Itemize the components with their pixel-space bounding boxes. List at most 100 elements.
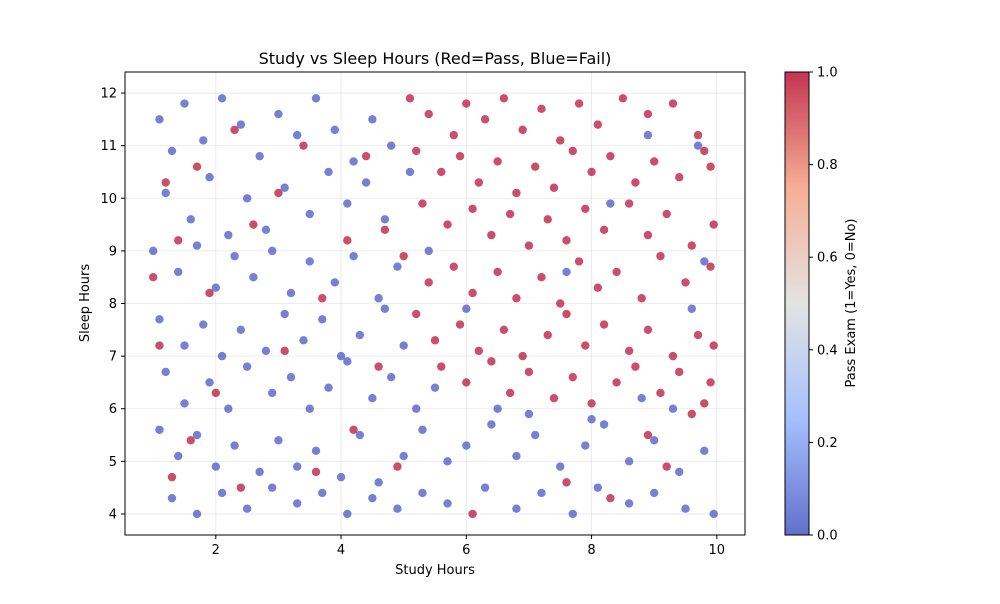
pass-point — [568, 372, 577, 382]
pass-point — [167, 472, 177, 482]
fail-point — [230, 441, 239, 450]
fail-point — [305, 257, 314, 266]
fail-point — [593, 483, 603, 492]
fail-point — [217, 351, 227, 361]
fail-point — [412, 404, 421, 413]
colorbar-label: Pass Exam (1=Yes, 0=No) — [844, 219, 859, 388]
fail-point — [512, 504, 521, 513]
fail-point — [606, 199, 615, 208]
pass-point — [518, 351, 527, 361]
fail-point — [211, 283, 221, 292]
y-axis-ticks: 4 5 6 7 8 9 10 11 12 — [100, 87, 125, 522]
fail-point — [261, 225, 271, 235]
pass-point — [681, 278, 690, 287]
fail-point — [280, 183, 289, 192]
fail-point — [224, 404, 233, 413]
fail-point — [293, 462, 302, 471]
pass-point — [624, 346, 634, 356]
pass-point — [468, 204, 477, 213]
fail-point — [324, 167, 333, 177]
fail-point — [399, 451, 408, 461]
pass-point — [581, 341, 590, 350]
pass-point — [493, 267, 502, 277]
fail-point — [205, 378, 214, 387]
pass-point — [186, 436, 195, 445]
fail-point — [274, 436, 283, 445]
fail-point — [405, 167, 415, 177]
fail-point — [343, 357, 352, 366]
fail-point — [480, 483, 490, 492]
pass-point — [687, 409, 696, 419]
fail-point — [267, 483, 277, 492]
fail-point — [643, 130, 653, 140]
pass-point — [562, 478, 571, 487]
pass-point — [543, 330, 552, 340]
pass-point — [687, 241, 696, 250]
pass-point — [148, 272, 158, 282]
pass-point — [693, 130, 703, 140]
fail-point — [255, 467, 264, 477]
fail-point — [386, 141, 396, 150]
pass-point — [643, 430, 653, 440]
fail-point — [318, 315, 327, 324]
fail-point — [537, 488, 546, 498]
pass-point — [700, 146, 709, 156]
fail-point — [286, 288, 296, 298]
fail-point — [430, 383, 440, 392]
pass-point — [192, 162, 202, 171]
pass-point — [155, 341, 164, 350]
fail-point — [687, 304, 696, 313]
pass-point — [656, 251, 665, 261]
fail-point — [368, 394, 377, 403]
y-tick-label: 8 — [109, 297, 117, 312]
fail-point — [236, 325, 246, 335]
pass-point — [556, 299, 565, 308]
fail-point — [311, 446, 321, 456]
pass-point — [374, 362, 383, 371]
fail-point — [305, 209, 314, 219]
pass-point — [468, 288, 477, 298]
pass-point — [518, 125, 527, 135]
pass-point — [656, 388, 665, 398]
colorbar-tick-label: 0.8 — [817, 158, 838, 173]
pass-point — [618, 94, 628, 103]
pass-point — [405, 94, 415, 103]
pass-point — [505, 388, 515, 398]
colorbar-tick-label: 0.2 — [817, 436, 838, 451]
x-tick-label: 8 — [587, 543, 595, 558]
pass-point — [462, 378, 471, 387]
pass-point — [211, 388, 221, 398]
pass-point — [562, 309, 571, 319]
fail-point — [424, 246, 433, 256]
fail-point — [299, 336, 308, 345]
fail-point — [700, 446, 709, 456]
fail-point — [624, 499, 634, 508]
pass-point — [643, 230, 653, 240]
fail-point — [330, 125, 339, 135]
pass-point — [468, 509, 477, 519]
fail-point — [361, 178, 371, 187]
fail-point — [205, 173, 214, 182]
pass-point — [437, 362, 446, 371]
fail-point — [355, 330, 365, 340]
fail-point — [556, 462, 565, 471]
y-tick-label: 11 — [100, 139, 117, 154]
fail-point — [167, 146, 177, 156]
fail-point — [230, 251, 239, 261]
fail-point — [155, 115, 164, 124]
x-tick-label: 10 — [709, 543, 726, 558]
y-tick-label: 5 — [109, 455, 117, 470]
fail-point — [199, 320, 208, 329]
fail-point — [267, 388, 277, 398]
pass-point — [606, 493, 615, 503]
fail-point — [199, 136, 208, 145]
fail-point — [280, 309, 289, 319]
fail-point — [418, 425, 427, 434]
y-tick-label: 4 — [109, 507, 117, 522]
pass-point — [624, 199, 634, 208]
pass-point — [443, 220, 452, 229]
fail-point — [493, 404, 502, 413]
fail-point — [236, 120, 246, 129]
pass-point — [562, 236, 571, 245]
fail-point — [649, 436, 659, 445]
